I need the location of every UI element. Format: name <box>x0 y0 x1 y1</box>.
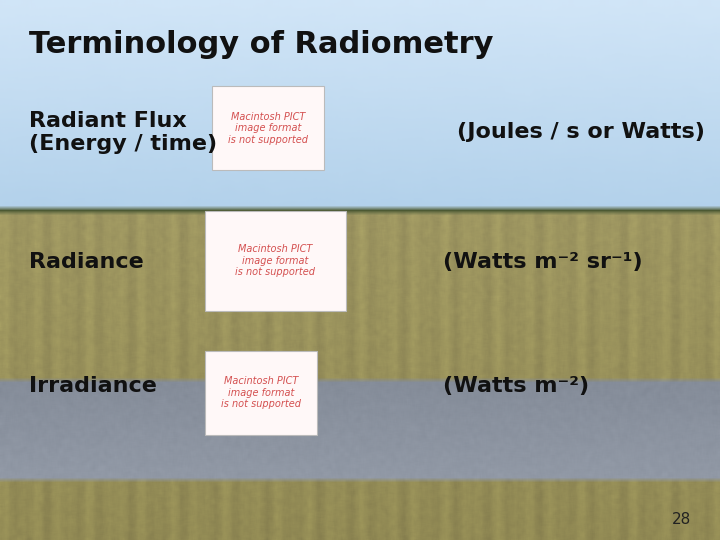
Text: Macintosh PICT
image format
is not supported: Macintosh PICT image format is not suppo… <box>228 112 308 145</box>
Text: Macintosh PICT
image format
is not supported: Macintosh PICT image format is not suppo… <box>221 376 301 409</box>
Text: (Watts m⁻² sr⁻¹): (Watts m⁻² sr⁻¹) <box>443 252 642 272</box>
Text: Irradiance: Irradiance <box>29 376 157 396</box>
FancyBboxPatch shape <box>212 86 324 170</box>
Text: Radiance: Radiance <box>29 252 143 272</box>
Text: Macintosh PICT
image format
is not supported: Macintosh PICT image format is not suppo… <box>235 244 315 277</box>
Text: (Watts m⁻²): (Watts m⁻²) <box>443 376 589 396</box>
Text: Radiant Flux
(Energy / time): Radiant Flux (Energy / time) <box>29 111 217 154</box>
Text: 28: 28 <box>672 511 691 526</box>
Text: Terminology of Radiometry: Terminology of Radiometry <box>29 30 493 59</box>
FancyBboxPatch shape <box>205 351 317 435</box>
FancyBboxPatch shape <box>205 211 346 310</box>
Text: (Joules / s or Watts): (Joules / s or Watts) <box>457 122 705 143</box>
